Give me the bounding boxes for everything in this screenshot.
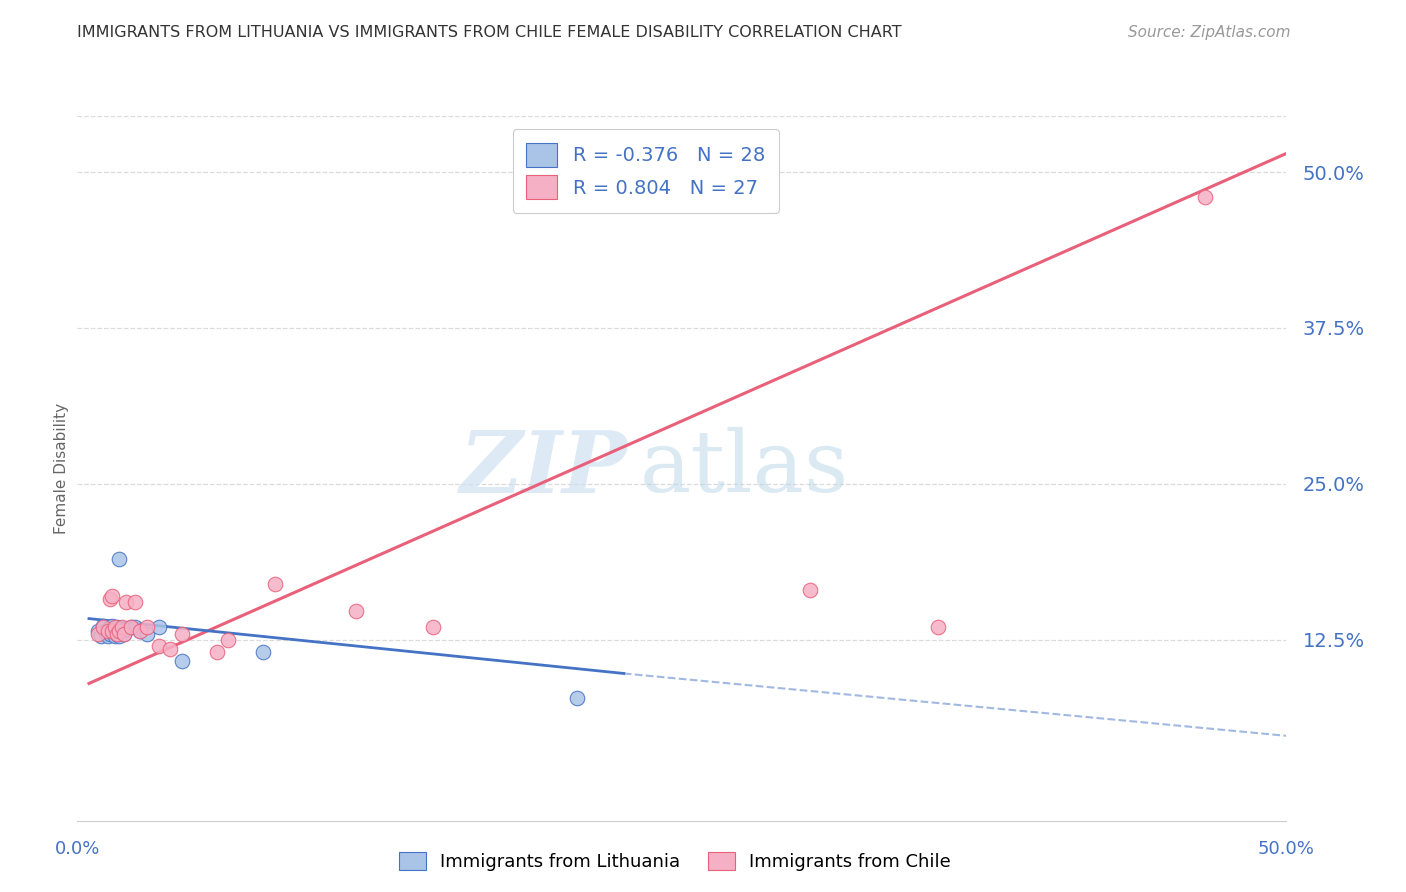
Point [98,591,121,606]
Point [136,626,159,640]
Point [120,620,142,634]
Point [170,626,193,640]
Point [344,604,367,618]
Text: IMMIGRANTS FROM LITHUANIA VS IMMIGRANTS FROM CHILE FEMALE DISABILITY CORRELATION: IMMIGRANTS FROM LITHUANIA VS IMMIGRANTS … [77,25,903,40]
Point [217,632,239,647]
Y-axis label: Female Disability: Female Disability [53,402,69,534]
Legend: Immigrants from Lithuania, Immigrants from Chile: Immigrants from Lithuania, Immigrants fr… [392,845,957,879]
Point [422,620,444,634]
Point [120,620,142,634]
Point [129,624,152,638]
Point [108,624,131,638]
Point [1194,190,1216,204]
Point [205,645,228,659]
Point [170,654,193,668]
Point [103,623,125,637]
Point [129,624,152,638]
Text: 50.0%: 50.0% [1258,840,1315,858]
Point [96,624,118,638]
Point [927,620,949,634]
Point [124,620,146,634]
Point [96,629,118,643]
Point [98,620,121,634]
Point [136,620,159,634]
Point [91,620,114,634]
Point [115,595,138,609]
Point [799,582,821,597]
Point [103,620,125,634]
Point [101,589,124,603]
Point [94,624,117,638]
Point [159,641,181,656]
Point [124,595,146,609]
Point [105,626,128,640]
Point [90,629,112,643]
Point [110,620,132,634]
Point [87,626,110,640]
Point [96,622,118,636]
Point [103,629,125,643]
Point [252,645,274,659]
Point [110,622,132,636]
Point [105,626,128,640]
Legend: R = -0.376   N = 28, R = 0.804   N = 27: R = -0.376 N = 28, R = 0.804 N = 27 [513,129,779,212]
Point [91,619,114,633]
Text: 0.0%: 0.0% [55,840,100,858]
Point [108,551,131,566]
Point [112,626,135,640]
Point [87,624,110,638]
Point [105,620,128,634]
Point [148,639,170,653]
Text: Source: ZipAtlas.com: Source: ZipAtlas.com [1128,25,1291,40]
Point [115,622,138,636]
Point [98,626,121,640]
Point [101,624,124,638]
Point [112,626,135,640]
Point [567,691,589,706]
Text: ZIP: ZIP [460,426,627,510]
Point [264,576,287,591]
Point [148,620,170,634]
Point [108,624,131,638]
Point [101,624,124,638]
Text: atlas: atlas [640,426,849,510]
Point [101,619,124,633]
Point [108,629,131,643]
